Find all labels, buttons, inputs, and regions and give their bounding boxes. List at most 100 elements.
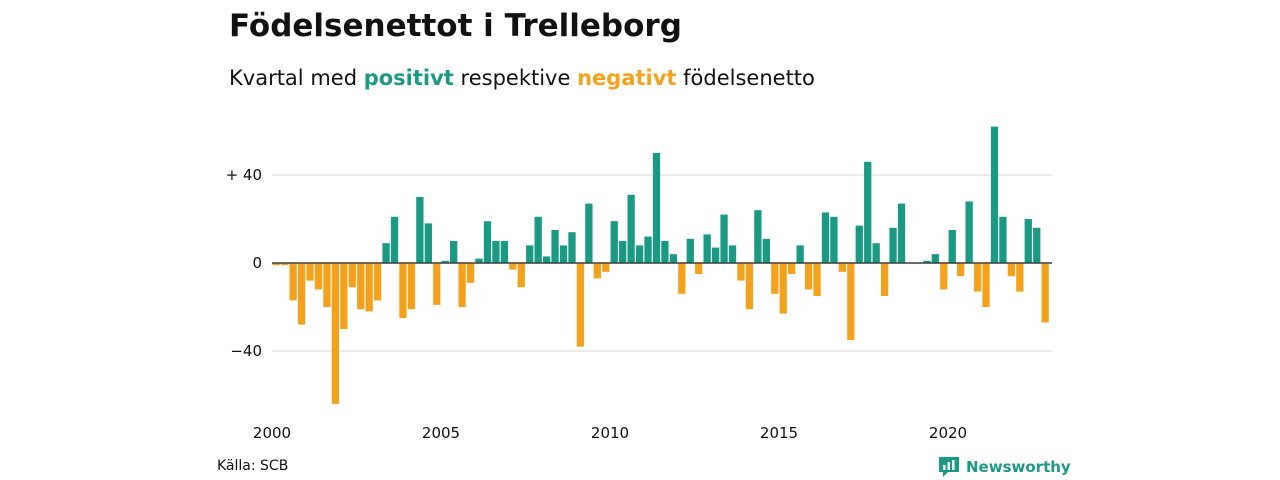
bar [931,254,939,263]
subtitle-prefix: Kvartal med [229,66,358,90]
bar [526,245,534,263]
bar [1041,263,1049,323]
bar [331,263,340,404]
bar [652,153,661,263]
bar [348,263,356,288]
bar [838,263,847,272]
bar [737,263,745,281]
bar [695,263,703,274]
bar [281,263,289,266]
bar [517,263,525,288]
y-tick-label: 0 [252,254,262,272]
subtitle-suffix: födelsenetto [683,66,815,90]
bar [940,263,948,290]
bar [923,260,931,263]
bar [872,243,880,263]
subtitle-positive: positivt [363,66,454,90]
bar [441,260,449,263]
bar [568,232,576,263]
brand-logo: Newsworthy [938,456,1071,478]
bar [720,214,728,263]
bar [973,263,982,292]
bar [948,230,956,263]
newsworthy-icon [939,457,959,477]
bar [889,227,897,263]
bar [999,216,1007,263]
bar [272,263,280,266]
bar [314,263,323,290]
chart-title: Födelsenettot i Trelleborg [229,8,682,44]
x-tick-label: 2015 [760,424,798,442]
bar [289,263,297,301]
bar [458,263,466,307]
bar [965,201,973,263]
bar [306,263,314,281]
bar [771,263,779,294]
bar [813,263,821,296]
subtitle-negative: negativt [577,66,677,90]
bar [990,126,999,263]
x-tick-label: 2005 [422,424,460,442]
bar [399,263,407,318]
y-tick-label: −40 [230,342,262,360]
bar [475,258,483,263]
bar [593,263,601,279]
bar [323,263,331,307]
bar [762,238,770,263]
bar [1016,263,1024,292]
bar [500,241,509,263]
bar [804,263,813,290]
bar [340,263,348,329]
bar [559,245,568,263]
bar [542,256,551,263]
bar [1033,227,1041,263]
bar [483,221,492,263]
bar [407,263,416,310]
brand-name: Newsworthy [966,458,1071,476]
bar [635,245,644,263]
bar [297,263,306,325]
bar [880,263,889,296]
bar [416,197,424,263]
bar [678,263,686,294]
bar [610,221,618,263]
bar [627,194,635,263]
bar [669,254,678,263]
x-tick-label: 2000 [253,424,291,442]
bar [957,263,965,277]
bar [551,230,559,263]
bar [745,263,754,310]
bar [382,243,390,263]
bar [754,210,762,263]
bar [534,216,542,263]
bar [424,223,432,263]
bar [855,225,863,263]
bar [357,263,365,310]
bar [728,245,737,263]
bar [619,241,627,263]
bar [602,263,610,272]
bar [365,263,373,312]
bar [703,234,711,263]
chart-subtitle: Kvartal med positivt respektive negativt… [229,66,815,90]
bar [1007,263,1016,277]
source-note: Källa: SCB [217,458,289,474]
bar [897,203,906,263]
x-tick-label: 2020 [929,424,967,442]
bar [788,263,796,274]
bar [821,212,830,263]
bar [779,263,787,314]
bar [585,203,593,263]
bar [982,263,990,307]
bar [711,247,720,263]
subtitle-middle: respektive [460,66,571,90]
bar [466,263,475,283]
bar [644,236,652,263]
bar [509,263,517,270]
bar [830,216,838,263]
bar [373,263,382,301]
bar [661,241,669,263]
bar [864,161,872,263]
y-tick-label: + 40 [226,166,262,184]
bar [390,216,399,263]
